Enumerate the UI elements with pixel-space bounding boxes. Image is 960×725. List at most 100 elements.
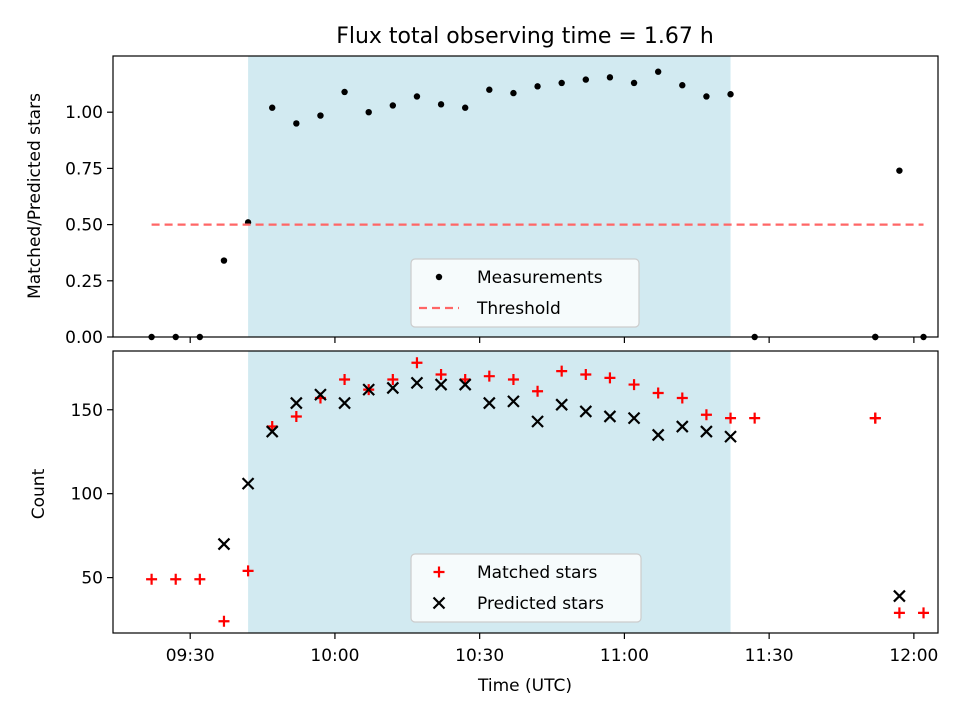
y-tick-label: 1.00 (65, 103, 103, 123)
legend-measurements-swatch (435, 273, 443, 281)
measurement-point (365, 109, 372, 116)
legend-predicted-swatch (432, 596, 446, 610)
x-tick-label: 09:30 (166, 646, 215, 666)
measurement-point (269, 104, 276, 111)
bottom-panel: 09:30 10:00 10:30 11:00 11:30 12:00 50 100 150 Ma… (71, 350, 939, 666)
y-axis-label-top: Matched/Predicted stars (25, 93, 45, 299)
predicted-stars-point (386, 381, 400, 395)
predicted-stars-point (434, 378, 448, 391)
matched-stars-point (725, 412, 737, 424)
measurement-point (437, 101, 445, 108)
top-panel: 0.00 0.25 0.50 0.75 1.00 Measurements Threshol… (65, 55, 939, 348)
matched-stars-point (507, 374, 519, 386)
matched-stars-point (170, 573, 182, 585)
measurement-point (510, 89, 517, 97)
measurement-point (461, 104, 469, 111)
predicted-stars-point (651, 428, 665, 442)
matched-stars-point (339, 374, 351, 386)
measurement-point (582, 76, 590, 83)
legend-label: Threshold (476, 299, 561, 319)
predicted-stars-point (217, 537, 231, 551)
legend-label: Predicted stars (477, 594, 604, 614)
predicted-stars-point (724, 430, 737, 443)
measurement-point (389, 102, 397, 109)
matched-stars-point (918, 607, 930, 619)
predicted-stars-point (700, 425, 713, 438)
legend-label: Matched stars (477, 563, 597, 583)
x-tick-label: 11:00 (600, 646, 649, 666)
predicted-stars-point (676, 420, 689, 433)
y-tick-label: 0.25 (65, 272, 103, 292)
predicted-stars-point (241, 477, 255, 490)
predicted-stars-point (627, 411, 641, 425)
axes-frame (112, 350, 939, 634)
matched-stars-point (146, 573, 158, 585)
y-tick-label: 150 (71, 401, 103, 421)
matched-stars-point (435, 369, 447, 380)
predicted-stars-point (579, 405, 593, 418)
y-axis-label-bottom: Count (29, 468, 49, 519)
measurement-point (486, 86, 493, 93)
measurement-point (220, 257, 228, 264)
measurement-point (293, 120, 300, 127)
x-axis-label: Time (UTC) (477, 676, 572, 696)
axes-frame (112, 55, 939, 338)
matched-stars-point (218, 615, 230, 627)
predicted-stars-point (458, 378, 472, 391)
matched-stars-point (676, 392, 688, 404)
x-tick-label: 11:30 (745, 646, 794, 666)
measurement-point (727, 91, 734, 98)
measurement-point (703, 93, 710, 100)
y-tick-label: 100 (71, 485, 103, 505)
predicted-stars-point (507, 395, 520, 408)
y-tick-label: 0.75 (65, 159, 103, 179)
matched-stars-point (580, 369, 592, 380)
predicted-stars-point (555, 398, 568, 411)
predicted-stars-point (483, 396, 496, 410)
measurement-point (341, 88, 348, 96)
matched-stars-point (604, 372, 616, 384)
matched-stars-point (556, 365, 568, 377)
matched-stars-point (652, 387, 664, 399)
matched-stars-point (869, 412, 881, 424)
measurement-point (534, 83, 541, 90)
matched-stars-point (194, 573, 206, 585)
measurement-point (630, 79, 638, 87)
measurement-point (317, 112, 324, 119)
measurement-point (558, 79, 565, 87)
chart-title: Flux total observing time = 1.67 h (336, 24, 714, 49)
x-tick-label: 12:00 (889, 646, 938, 666)
legend-box (410, 258, 640, 328)
predicted-stars-point (290, 396, 303, 410)
matched-stars-point (242, 565, 254, 577)
measurement-point (606, 74, 614, 81)
predicted-stars-point (410, 376, 424, 390)
predicted-stars-point (362, 383, 375, 396)
measurement-point (413, 93, 421, 100)
x-tick-label: 10:30 (455, 646, 504, 666)
matched-stars-point (893, 607, 905, 619)
y-tick-label: 50 (81, 569, 103, 589)
matched-stars-point (483, 370, 495, 382)
matched-stars-point (411, 357, 423, 369)
measurement-point (896, 167, 903, 174)
predicted-stars-point (893, 589, 906, 603)
matched-stars-point (290, 410, 302, 422)
legend-box (410, 553, 642, 623)
matched-stars-point (387, 374, 399, 386)
legend-label: Measurements (477, 268, 603, 288)
y-tick-label: 0.50 (65, 216, 103, 236)
matched-stars-point (700, 409, 712, 421)
y-tick-label: 0.00 (65, 328, 103, 348)
matched-stars-point (532, 385, 544, 397)
predicted-stars-point (338, 396, 351, 410)
measurement-point (679, 82, 686, 89)
measurement-point (654, 68, 662, 75)
predicted-stars-point (603, 410, 617, 423)
predicted-stars-point (531, 415, 544, 428)
predicted-stars-point (265, 425, 279, 438)
matched-stars-point (749, 412, 761, 424)
x-tick-label: 10:00 (310, 646, 359, 666)
matched-stars-point (628, 379, 640, 391)
